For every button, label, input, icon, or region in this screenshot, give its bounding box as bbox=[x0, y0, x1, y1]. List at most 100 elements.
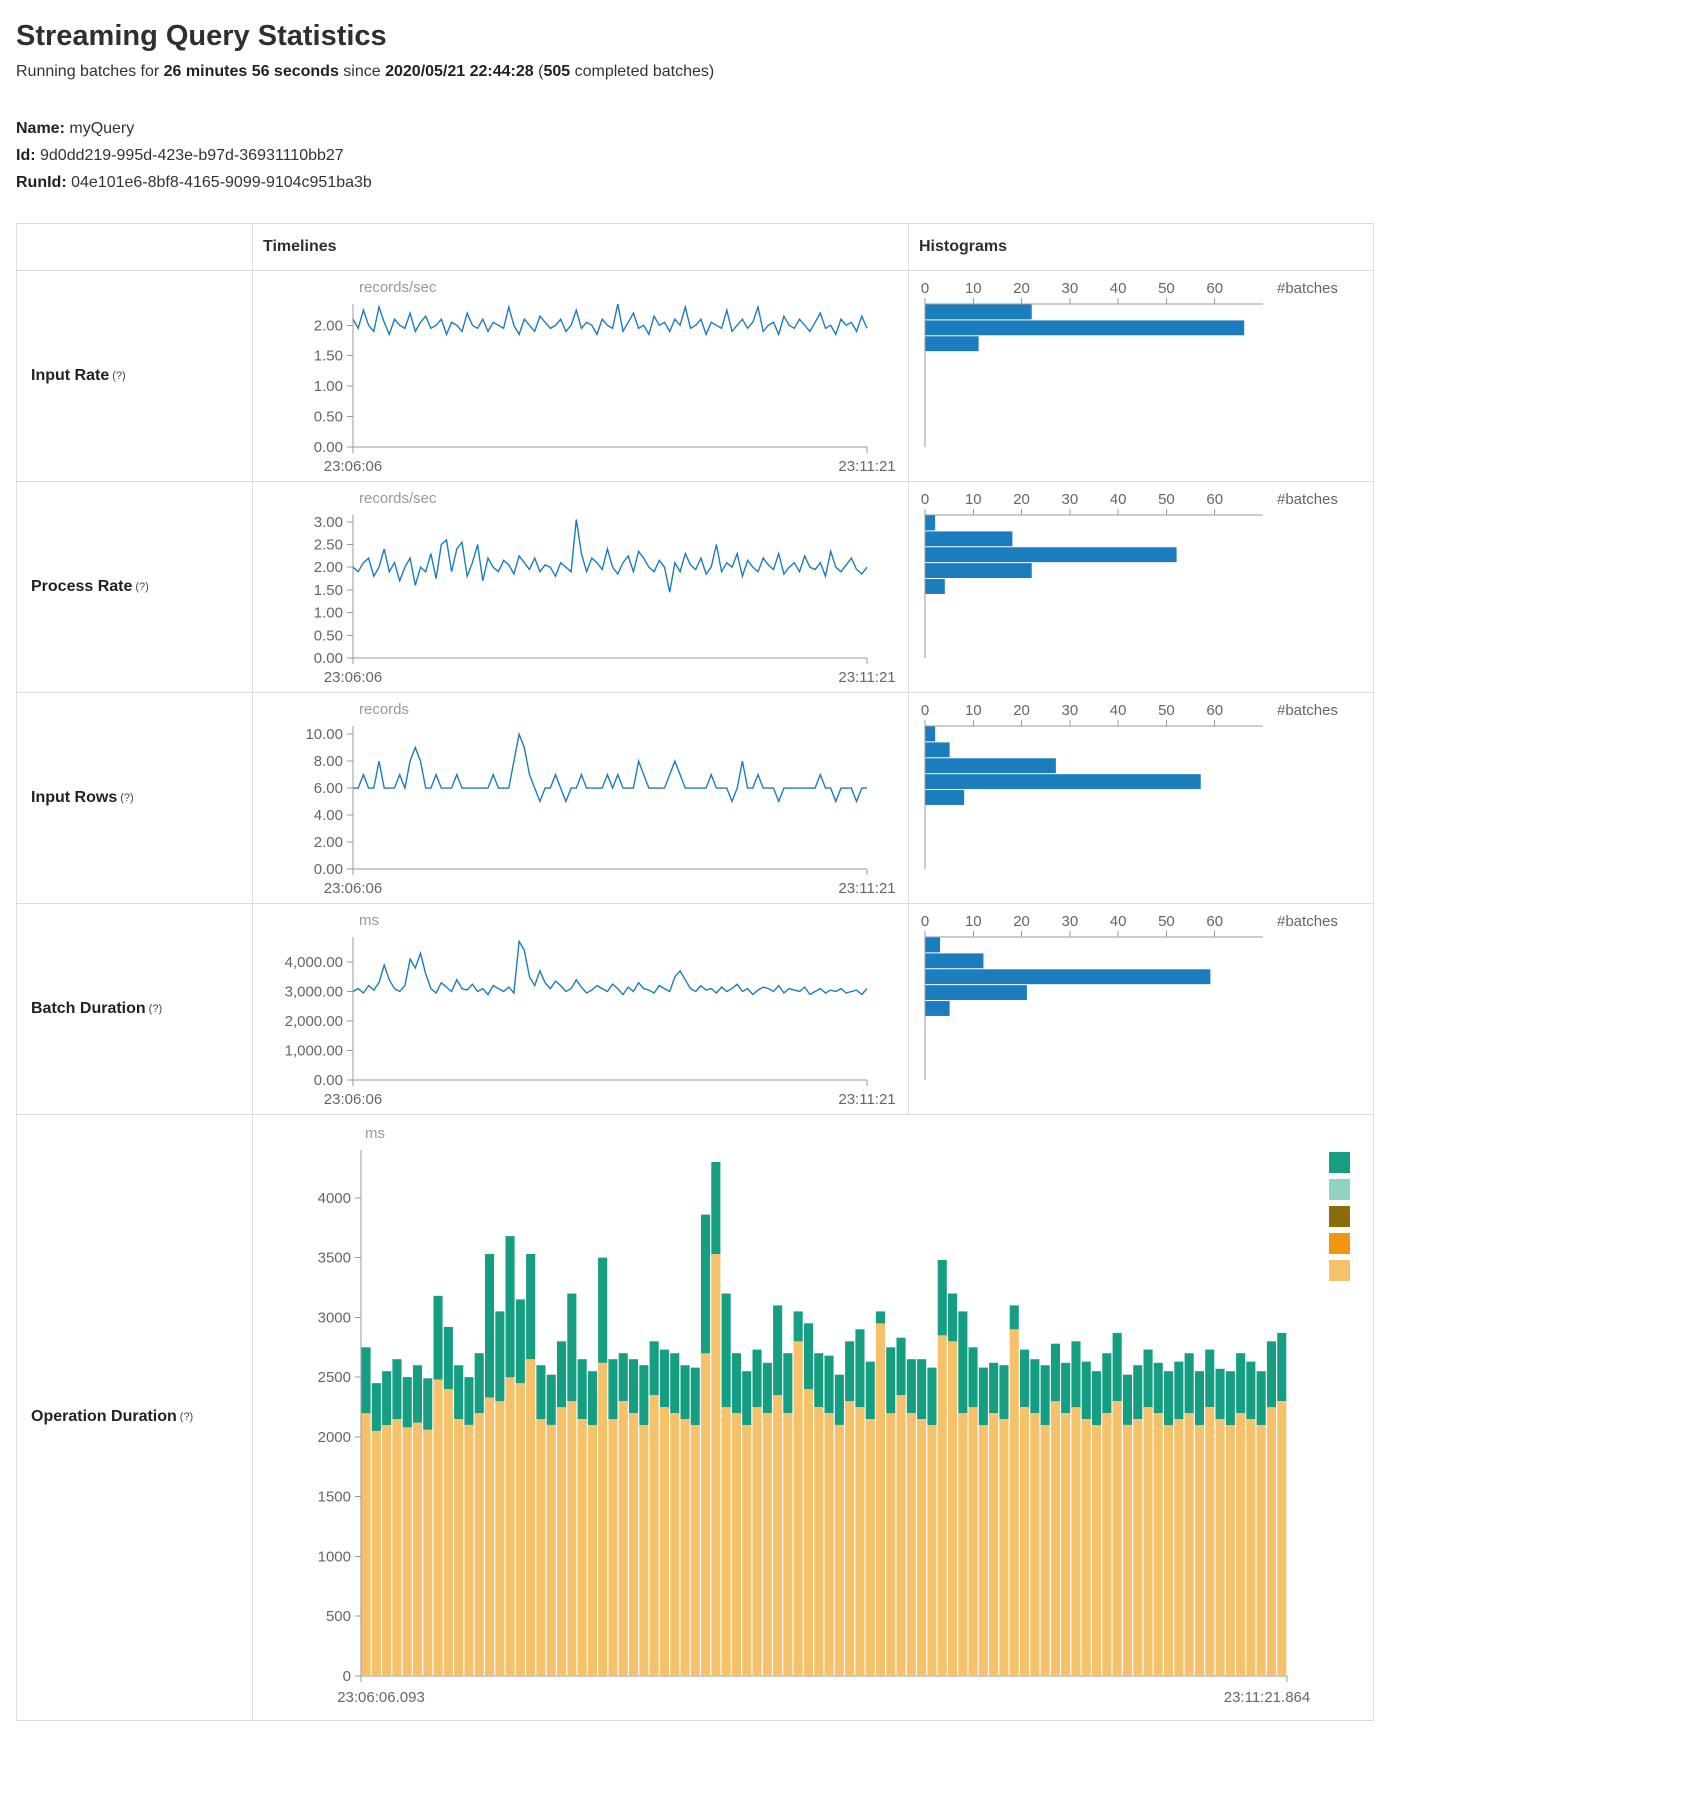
input-rate-label: Input Rate bbox=[31, 366, 110, 384]
svg-text:30: 30 bbox=[1062, 491, 1079, 508]
svg-text:20: 20 bbox=[1013, 702, 1030, 719]
svg-text:23:06:06: 23:06:06 bbox=[324, 880, 382, 897]
svg-text:ms: ms bbox=[359, 912, 379, 929]
svg-text:40: 40 bbox=[1110, 913, 1127, 930]
svg-text:23:11:21: 23:11:21 bbox=[838, 1091, 895, 1108]
svg-text:10: 10 bbox=[965, 913, 982, 930]
process-rate-histogram-chart: 0 10 20 30 40 50 60 #batches bbox=[909, 482, 1373, 693]
running-since: since bbox=[338, 63, 386, 80]
input-rows-help-icon[interactable]: (?) bbox=[120, 791, 134, 804]
input-rate-help-icon[interactable]: (?) bbox=[112, 369, 126, 382]
process-rate-help-icon[interactable]: (?) bbox=[135, 580, 149, 593]
row-label-input-rate: Input Rate (?) bbox=[17, 270, 253, 482]
svg-text:50: 50 bbox=[1158, 913, 1175, 930]
query-name-value: myQuery bbox=[69, 120, 135, 137]
svg-text:3,000.00: 3,000.00 bbox=[285, 983, 343, 1000]
svg-text:0.00: 0.00 bbox=[314, 861, 343, 878]
running-suffix: completed batches) bbox=[570, 63, 715, 80]
svg-text:23:06:06.093: 23:06:06.093 bbox=[337, 1689, 425, 1706]
process-rate-label: Process Rate bbox=[31, 577, 133, 595]
svg-text:0.50: 0.50 bbox=[314, 408, 343, 425]
svg-text:0: 0 bbox=[921, 702, 929, 719]
svg-text:40: 40 bbox=[1110, 491, 1127, 508]
svg-text:#batches: #batches bbox=[1277, 913, 1338, 930]
input-rate-timeline-chart: records/sec 0.00 0.50 1.00 1.50 2.00 23:06:06 2… bbox=[253, 270, 909, 482]
svg-text:500: 500 bbox=[326, 1608, 351, 1625]
svg-text:2500: 2500 bbox=[318, 1369, 351, 1386]
svg-text:2.00: 2.00 bbox=[314, 559, 343, 576]
svg-text:2.00: 2.00 bbox=[314, 834, 343, 851]
query-id-line: Id: 9d0dd219-995d-423e-b97d-36931110bb27 bbox=[16, 142, 1693, 169]
operation-duration-chart: ms 0 500 1000 1500 2000 2500 3000 3500 4000 23:06:… bbox=[253, 1115, 1373, 1720]
svg-text:6.00: 6.00 bbox=[314, 780, 343, 797]
svg-text:1.00: 1.00 bbox=[314, 378, 343, 395]
svg-text:0: 0 bbox=[921, 280, 929, 297]
svg-text:30: 30 bbox=[1062, 913, 1079, 930]
svg-text:10: 10 bbox=[965, 280, 982, 297]
svg-text:1500: 1500 bbox=[318, 1488, 351, 1505]
svg-text:1000: 1000 bbox=[318, 1548, 351, 1565]
query-id-label: Id: bbox=[16, 147, 36, 165]
svg-text:0: 0 bbox=[343, 1668, 351, 1685]
query-id-value: 9d0dd219-995d-423e-b97d-36931110bb27 bbox=[40, 147, 344, 165]
svg-text:40: 40 bbox=[1110, 702, 1127, 719]
svg-text:8.00: 8.00 bbox=[314, 753, 343, 770]
running-summary: Running batches for 26 minutes 56 second… bbox=[16, 63, 1693, 81]
svg-text:23:11:21: 23:11:21 bbox=[838, 669, 895, 686]
query-metadata: Name: myQuery Id: 9d0dd219-995d-423e-b97… bbox=[16, 115, 1693, 197]
svg-text:60: 60 bbox=[1206, 702, 1223, 719]
svg-text:23:06:06: 23:06:06 bbox=[324, 1091, 382, 1108]
svg-text:2.00: 2.00 bbox=[314, 317, 343, 334]
svg-text:30: 30 bbox=[1062, 702, 1079, 719]
svg-text:#batches: #batches bbox=[1277, 280, 1338, 297]
running-open-paren: ( bbox=[533, 63, 544, 80]
process-rate-timeline-chart: records/sec 0.00 0.50 1.00 1.50 2.00 2.50 3.00 2… bbox=[253, 481, 909, 693]
batch-duration-label: Batch Duration bbox=[31, 999, 146, 1017]
svg-text:1.00: 1.00 bbox=[314, 604, 343, 621]
svg-text:records/sec: records/sec bbox=[359, 490, 437, 507]
svg-text:23:06:06: 23:06:06 bbox=[324, 458, 382, 475]
batch-duration-help-icon[interactable]: (?) bbox=[148, 1002, 163, 1015]
svg-text:0.00: 0.00 bbox=[314, 1072, 343, 1089]
svg-text:40: 40 bbox=[1110, 280, 1127, 297]
timelines-header: Timelines bbox=[253, 223, 909, 271]
svg-text:20: 20 bbox=[1013, 913, 1030, 930]
svg-text:ms: ms bbox=[365, 1125, 385, 1142]
operation-duration-help-icon[interactable]: (?) bbox=[179, 1411, 194, 1424]
streaming-query-statistics-page: Streaming Query Statistics Running batch… bbox=[16, 20, 1693, 1721]
query-runid-value: 04e101e6-8bf8-4165-9099-9104c951ba3b bbox=[71, 174, 372, 192]
row-label-batch-duration: Batch Duration (?) bbox=[17, 903, 253, 1115]
svg-text:2.50: 2.50 bbox=[314, 536, 343, 553]
svg-text:4.00: 4.00 bbox=[314, 807, 343, 824]
svg-text:50: 50 bbox=[1158, 280, 1175, 297]
svg-text:23:11:21: 23:11:21 bbox=[838, 880, 895, 897]
input-rows-timeline-chart: records 0.00 2.00 4.00 6.00 8.00 10.00 23:06:06… bbox=[253, 692, 909, 904]
svg-text:#batches: #batches bbox=[1277, 491, 1338, 508]
svg-text:60: 60 bbox=[1206, 280, 1223, 297]
svg-text:0.50: 0.50 bbox=[314, 627, 343, 644]
svg-text:20: 20 bbox=[1013, 491, 1030, 508]
page-title: Streaming Query Statistics bbox=[16, 20, 387, 52]
input-rows-histogram-chart: 0 10 20 30 40 50 60 #batches bbox=[909, 693, 1373, 904]
svg-text:3500: 3500 bbox=[318, 1249, 351, 1266]
running-batch-count: 505 bbox=[543, 63, 571, 80]
row-label-operation-duration: Operation Duration (?) bbox=[17, 1114, 253, 1720]
batch-duration-timeline-chart: ms 0.00 1,000.00 2,000.00 3,000.00 4,000.00 23… bbox=[253, 903, 909, 1115]
svg-text:records: records bbox=[359, 701, 409, 718]
row-label-input-rows: Input Rows (?) bbox=[17, 692, 253, 904]
query-name-label: Name: bbox=[16, 120, 65, 137]
running-prefix: Running batches for bbox=[16, 63, 164, 80]
operation-duration-label: Operation Duration bbox=[31, 1408, 177, 1426]
svg-text:3.00: 3.00 bbox=[314, 513, 343, 530]
statistics-table: Timelines Histograms Input Rate (?) reco… bbox=[16, 222, 1374, 1721]
svg-text:50: 50 bbox=[1158, 491, 1175, 508]
svg-text:10: 10 bbox=[965, 702, 982, 719]
row-label-process-rate: Process Rate (?) bbox=[17, 481, 253, 693]
query-runid-label: RunId: bbox=[16, 174, 67, 192]
svg-text:3000: 3000 bbox=[318, 1309, 351, 1326]
svg-text:23:11:21.864: 23:11:21.864 bbox=[1224, 1689, 1310, 1706]
svg-text:0.00: 0.00 bbox=[314, 439, 343, 456]
svg-text:60: 60 bbox=[1206, 913, 1223, 930]
svg-text:1,000.00: 1,000.00 bbox=[285, 1042, 343, 1059]
svg-text:30: 30 bbox=[1062, 280, 1079, 297]
